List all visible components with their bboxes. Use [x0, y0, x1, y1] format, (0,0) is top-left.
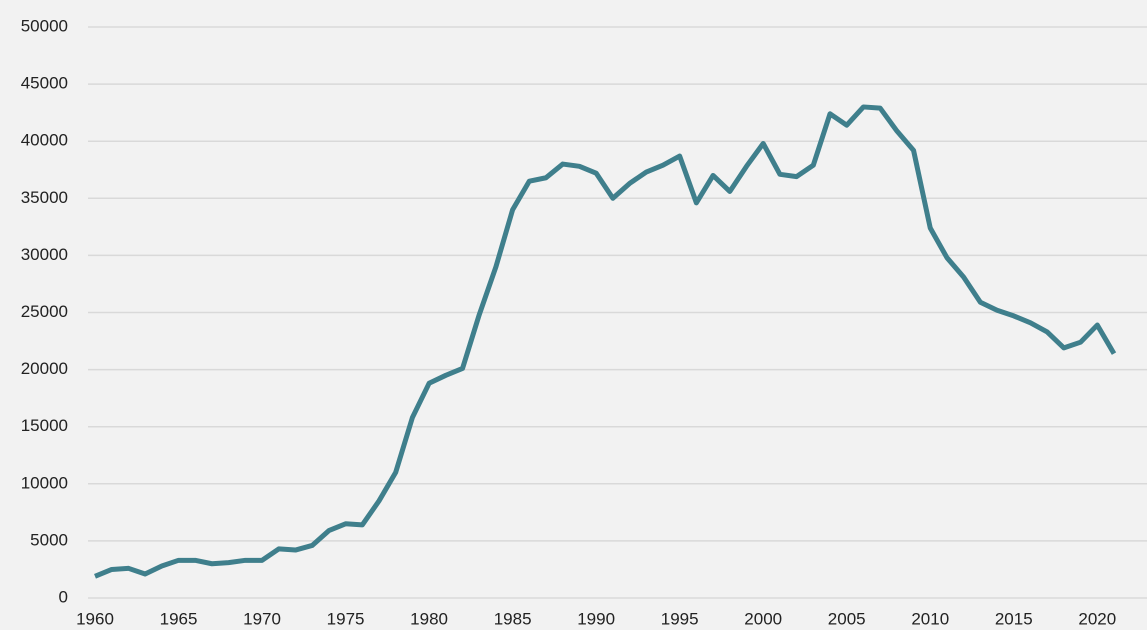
y-tick-label: 15000 [21, 416, 68, 435]
y-tick-label: 5000 [30, 530, 68, 549]
x-tick-label: 1995 [661, 609, 699, 628]
y-tick-label: 20000 [21, 359, 68, 378]
x-tick-label: 1965 [160, 609, 198, 628]
x-tick-label: 1970 [243, 609, 281, 628]
x-tick-label: 2000 [744, 609, 782, 628]
y-tick-label: 35000 [21, 188, 68, 207]
x-tick-label: 1975 [327, 609, 365, 628]
x-tick-label: 2020 [1078, 609, 1116, 628]
y-tick-label: 40000 [21, 131, 68, 150]
x-tick-label: 1980 [410, 609, 448, 628]
x-tick-label: 1990 [577, 609, 615, 628]
y-tick-label: 25000 [21, 302, 68, 321]
y-tick-label: 45000 [21, 74, 68, 93]
y-tick-label: 0 [59, 587, 68, 606]
x-tick-label: 1985 [494, 609, 532, 628]
x-tick-label: 2010 [911, 609, 949, 628]
x-tick-label: 2005 [828, 609, 866, 628]
y-tick-label: 50000 [21, 16, 68, 35]
x-tick-label: 1960 [76, 609, 114, 628]
y-tick-label: 10000 [21, 473, 68, 492]
series-line [94, 104, 1117, 579]
y-tick-label: 30000 [21, 245, 68, 264]
x-tick-label: 2015 [995, 609, 1033, 628]
